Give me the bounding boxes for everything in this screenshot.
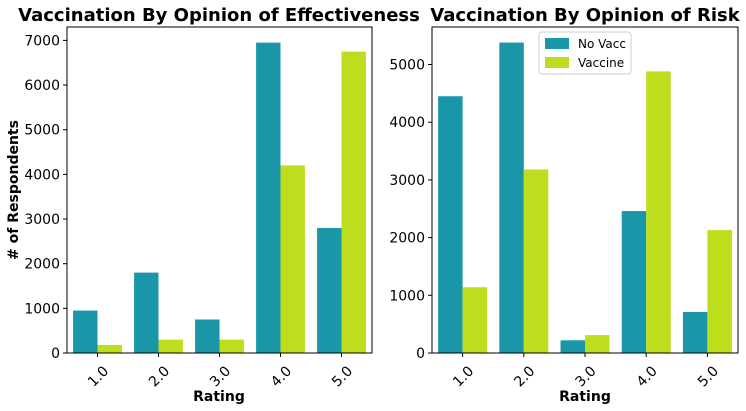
x-axis-label: Rating xyxy=(193,389,245,405)
bar-no-vacc-2.0 xyxy=(499,42,524,353)
legend-label-vaccine: Vaccine xyxy=(578,56,624,70)
y-tick-label: 1000 xyxy=(24,301,60,317)
y-tick-label: 5000 xyxy=(389,58,425,74)
y-tick-label: 0 xyxy=(416,346,425,362)
bar-vaccine-1.0 xyxy=(462,287,488,353)
bar-vaccine-4.0 xyxy=(280,165,305,353)
bar-no-vacc-4.0 xyxy=(621,211,647,353)
bar-group xyxy=(73,42,366,354)
bar-vaccine-2.0 xyxy=(158,339,183,353)
bar-vaccine-1.0 xyxy=(97,344,122,353)
chart-risk: Vaccination By Opinion of Risk 0 1000 2000… xyxy=(389,5,740,405)
bar-no-vacc-3.0 xyxy=(560,340,585,353)
bar-no-vacc-4.0 xyxy=(256,42,281,354)
x-tick-label: 4.0 xyxy=(634,363,661,390)
bar-vaccine-3.0 xyxy=(219,339,244,353)
bar-no-vacc-1.0 xyxy=(73,310,98,353)
chart-title: Vaccination By Opinion of Effectiveness xyxy=(18,5,420,26)
bar-group xyxy=(438,42,732,354)
bar-vaccine-3.0 xyxy=(585,335,610,353)
x-axis: 1.0 2.0 3.0 4.0 5.0 xyxy=(450,353,722,390)
legend-label-no-vacc: No Vacc xyxy=(578,37,626,51)
x-tick-label: 1.0 xyxy=(450,363,477,390)
y-tick-label: 3000 xyxy=(24,212,60,228)
legend: No Vacc Vaccine xyxy=(538,31,632,75)
bar-no-vacc-5.0 xyxy=(317,227,342,353)
x-tick-label: 3.0 xyxy=(573,363,600,390)
y-tick-label: 5000 xyxy=(24,123,60,139)
x-tick-label: 5.0 xyxy=(329,363,356,390)
x-axis-label: Rating xyxy=(559,389,611,405)
y-axis: 0 1000 2000 3000 4000 5000 xyxy=(389,58,432,362)
chart-effectiveness: Vaccination By Opinion of Effectiveness … xyxy=(6,5,420,405)
y-axis-label: # of Respondents xyxy=(6,120,22,260)
y-tick-label: 4000 xyxy=(389,115,425,131)
bar-vaccine-5.0 xyxy=(341,51,366,353)
bar-vaccine-2.0 xyxy=(523,169,549,353)
y-tick-label: 7000 xyxy=(24,33,60,49)
x-tick-label: 3.0 xyxy=(207,363,234,390)
chart-title: Vaccination By Opinion of Risk xyxy=(430,5,741,26)
bar-no-vacc-5.0 xyxy=(682,312,708,353)
x-tick-label: 2.0 xyxy=(511,363,538,390)
x-tick-label: 5.0 xyxy=(695,363,722,390)
y-tick-label: 3000 xyxy=(389,173,425,189)
y-tick-label: 4000 xyxy=(24,167,60,183)
y-tick-label: 1000 xyxy=(389,288,425,304)
x-tick-label: 4.0 xyxy=(268,363,295,390)
x-tick-label: 1.0 xyxy=(85,363,112,390)
y-tick-label: 6000 xyxy=(24,78,60,94)
bar-no-vacc-1.0 xyxy=(438,96,463,353)
legend-swatch-no-vacc xyxy=(545,38,569,49)
bar-no-vacc-2.0 xyxy=(134,272,159,353)
bar-vaccine-5.0 xyxy=(707,230,732,353)
legend-swatch-vaccine xyxy=(545,57,569,68)
x-axis: 1.0 2.0 3.0 4.0 5.0 xyxy=(85,353,356,390)
y-tick-label: 2000 xyxy=(389,231,425,247)
y-axis: 0 1000 2000 3000 4000 5000 6000 7000 xyxy=(24,33,67,362)
y-tick-label: 0 xyxy=(51,346,60,362)
bar-no-vacc-3.0 xyxy=(195,319,220,353)
x-tick-label: 2.0 xyxy=(146,363,173,390)
bar-vaccine-4.0 xyxy=(646,71,671,354)
y-tick-label: 2000 xyxy=(24,257,60,273)
